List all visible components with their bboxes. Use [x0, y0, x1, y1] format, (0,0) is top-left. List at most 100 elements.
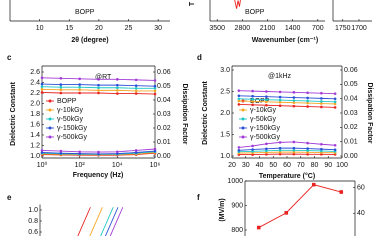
data-point [153, 89, 157, 93]
data-point [97, 83, 100, 87]
x-tick-label: 70 [297, 162, 305, 169]
x-axis-label: Frequency (Hz) [73, 172, 124, 179]
y2-tick-label: 0.05 [157, 83, 171, 90]
y-axis-label: T [189, 1, 196, 6]
dissipation-point [320, 149, 323, 153]
dissipation-point [153, 149, 157, 153]
dissipation-point [333, 143, 337, 147]
data-point [153, 79, 157, 82]
x-tick-label: 90 [324, 162, 332, 169]
dissipation-point [251, 148, 254, 151]
data-point [265, 103, 268, 107]
legend-marker [48, 135, 52, 139]
dissipation-point [59, 151, 63, 155]
panel-label: f [197, 193, 200, 202]
y-tick-label: 2.0 [220, 110, 230, 117]
y2-tick-label: 0.00 [344, 153, 358, 160]
dissipation-point [78, 152, 81, 155]
y-tick-label: 2.5 [220, 88, 230, 95]
x-tick-label: 10² [75, 162, 86, 169]
data-line [104, 207, 119, 236]
data-point [134, 89, 138, 93]
y2-tick-label: 0.03 [344, 110, 358, 117]
data-point [292, 99, 296, 102]
legend-marker [241, 117, 245, 121]
data-point [153, 92, 157, 96]
y2-axis-label: Dissipation Factor [181, 83, 188, 144]
x-tick-label: 10⁶ [150, 162, 161, 169]
data-point [78, 85, 81, 89]
x-tick-label: 3500 [209, 25, 225, 32]
y-tick-label: 800 [231, 227, 243, 234]
panel-label: e [7, 193, 12, 202]
y2-tick-label: 0.00 [157, 153, 171, 160]
legend-label: γ-150kGy [250, 125, 280, 132]
data-point [97, 91, 100, 95]
data-line [234, 0, 241, 9]
x-tick-label: 40 [256, 162, 264, 169]
annotation: BOPP [75, 9, 95, 16]
data-point [333, 97, 337, 101]
data-point [59, 83, 63, 86]
y-axis-label: Dielectric Constant [202, 80, 209, 144]
data-point [265, 90, 268, 93]
data-point [278, 98, 282, 102]
dissipation-point [134, 149, 138, 152]
data-point [278, 100, 282, 104]
dissipation-point [278, 141, 282, 144]
legend-label: γ-500kGy [250, 134, 280, 141]
data-point [40, 76, 44, 80]
y2-tick-label: 0.02 [344, 124, 358, 131]
data-line [238, 90, 336, 95]
x-tick-label: 50 [269, 162, 277, 169]
data-point [339, 190, 344, 194]
dissipation-point [278, 148, 282, 152]
dissipation-point [237, 148, 241, 152]
data-point [333, 100, 337, 104]
dissipation-point [251, 150, 254, 153]
dissipation-point [320, 147, 323, 151]
x-tick-label: 10 [36, 25, 44, 32]
dissipation-point [278, 146, 282, 150]
data-point [292, 91, 296, 94]
data-point [237, 103, 241, 106]
data-point [311, 182, 316, 187]
dissipation-point [320, 142, 323, 146]
y2-tick-label: 0.04 [344, 96, 358, 103]
x-axis-label: 2θ (degree) [71, 37, 108, 44]
data-point [78, 83, 81, 86]
data-point [78, 91, 81, 95]
data-point [320, 97, 323, 100]
y-tick-label: 1.0 [30, 153, 40, 160]
data-line [238, 95, 336, 100]
dissipation-point [292, 148, 296, 152]
dissipation-line [238, 151, 336, 154]
dissipation-line [238, 141, 336, 148]
data-line [100, 207, 114, 236]
y-axis-label: (MV/m) [219, 198, 226, 221]
y2-tick-label: 40 [357, 210, 365, 217]
legend-label: BOPP [57, 98, 77, 105]
data-point [134, 86, 138, 90]
y-tick-label: 0.6 [28, 229, 38, 236]
y2-tick-label: 0.06 [344, 67, 358, 74]
data-point [59, 91, 63, 95]
dissipation-point [333, 148, 337, 151]
data-point [153, 84, 157, 88]
dissipation-point [265, 142, 268, 146]
y2-tick-label: 0.01 [157, 139, 171, 146]
y-tick-label: 1.0 [220, 153, 230, 160]
y-tick-label: 1.2 [30, 142, 40, 149]
data-point [292, 96, 296, 99]
dissipation-point [134, 151, 138, 154]
dissipation-point [97, 150, 100, 154]
x-tick-label: 1400 [285, 25, 301, 32]
data-point [237, 94, 241, 98]
data-point [40, 91, 44, 94]
data-point [134, 92, 138, 95]
data-point [134, 84, 138, 87]
dissipation-point [97, 152, 100, 156]
x-tick-label: 15 [65, 25, 73, 32]
y-tick-label: 1.4 [30, 132, 40, 139]
